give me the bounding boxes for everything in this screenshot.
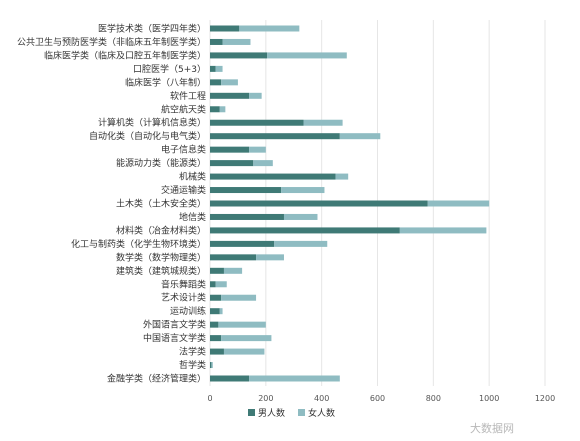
bar-female	[249, 92, 262, 99]
bar-female	[239, 25, 300, 32]
category-label: 口腔医学（5+3）	[133, 63, 206, 75]
category-label: 临床医学类（临床及口腔五年制医学类）	[44, 49, 206, 61]
bar-male	[210, 187, 282, 194]
legend-label: 男人数	[258, 407, 285, 419]
x-tick-label: 200	[258, 394, 273, 403]
bar-male	[210, 321, 219, 328]
category-label: 运动训练	[170, 305, 206, 317]
bar-male	[210, 106, 220, 113]
bar-male	[210, 52, 268, 59]
bar-female	[427, 200, 490, 207]
bar-male	[210, 92, 250, 99]
bar-female	[215, 65, 223, 72]
category-label: 哲学类	[179, 359, 206, 371]
bar-female	[335, 173, 349, 180]
category-label: 建筑类（建筑城规类）	[116, 265, 206, 277]
bar-female	[399, 227, 487, 234]
bar-female	[253, 160, 273, 167]
x-tick-label: 0	[207, 394, 212, 403]
bars	[210, 25, 490, 382]
category-label: 艺术设计类	[161, 292, 206, 304]
bar-female	[211, 362, 213, 369]
category-label: 临床医学（八年制）	[125, 76, 206, 88]
category-label: 土木类（土木安全类）	[116, 198, 206, 210]
x-tick-label: 1200	[535, 394, 555, 403]
bar-male	[210, 254, 257, 261]
bar-male	[210, 308, 220, 315]
bar-male	[210, 348, 224, 355]
watermark-text: 大数据网	[470, 421, 514, 435]
bar-female	[221, 335, 272, 342]
bar-female	[281, 187, 325, 194]
category-label: 电子信息类	[161, 144, 206, 156]
bar-female	[219, 106, 226, 113]
category-label: 交通运输类	[161, 184, 206, 196]
bar-female	[283, 213, 318, 220]
category-label: 软件工程	[170, 90, 206, 102]
category-label: 外国语言文学类	[143, 319, 206, 331]
category-label: 中国语言文学类	[143, 332, 206, 344]
legend-swatch	[298, 409, 305, 416]
category-label: 地信类	[179, 211, 206, 223]
bar-male	[210, 38, 223, 45]
bar-male	[210, 133, 340, 140]
bar-female	[267, 52, 347, 59]
x-tick-label: 800	[426, 394, 441, 403]
category-label: 航空航天类	[161, 103, 206, 115]
category-label: 公共卫生与预防医学类（非临床五年制医学类）	[17, 36, 206, 48]
category-label: 数学类（数学物理类）	[116, 251, 206, 263]
bar-female	[221, 294, 257, 301]
category-label: 能源动力类（能源类）	[116, 157, 206, 169]
category-label: 音乐舞蹈类	[161, 278, 206, 290]
bar-male	[210, 227, 400, 234]
bar-female	[339, 133, 381, 140]
bar-female	[222, 38, 251, 45]
bar-female	[249, 146, 266, 153]
bar-male	[210, 335, 222, 342]
bar-female	[221, 79, 238, 86]
bar-male	[210, 281, 216, 288]
x-tick-labels: 0 200 400 600 800 1000 1200	[207, 394, 555, 403]
bar-male	[210, 146, 250, 153]
category-label: 计算机类（计算机信息类）	[98, 117, 206, 129]
category-label: 机械类	[179, 171, 206, 183]
bar-male	[210, 173, 336, 180]
category-label: 医学技术类（医学四年类）	[98, 23, 206, 35]
bar-male	[210, 375, 250, 382]
category-labels: 医学技术类（医学四年类）公共卫生与预防医学类（非临床五年制医学类）临床医学类（临…	[17, 23, 206, 385]
bar-male	[210, 160, 254, 167]
bar-female	[249, 375, 340, 382]
x-tick-label: 600	[370, 394, 385, 403]
bar-male	[210, 213, 284, 220]
x-tick-label: 400	[314, 394, 329, 403]
bar-female	[219, 308, 223, 315]
watermark: 大数据网	[470, 421, 514, 435]
x-tick-label: 1000	[479, 394, 499, 403]
bar-male	[210, 79, 222, 86]
bar-female	[256, 254, 284, 261]
bar-female	[215, 281, 227, 288]
category-label: 化工与制药类（化学生物环境类）	[71, 238, 206, 250]
bar-female	[218, 321, 266, 328]
bar-male	[210, 65, 216, 72]
bar-male	[210, 240, 275, 247]
legend-swatch	[248, 409, 255, 416]
category-label: 法学类	[179, 346, 206, 358]
bar-male	[210, 362, 212, 369]
bar-female	[223, 348, 265, 355]
bar-male	[210, 25, 240, 32]
category-label: 自动化类（自动化与电气类）	[89, 130, 206, 142]
bar-male	[210, 200, 428, 207]
bar-male	[210, 267, 224, 274]
bar-male	[210, 294, 222, 301]
bar-female	[303, 119, 343, 126]
category-label: 材料类（冶金材料类）	[116, 224, 206, 236]
bar-female	[223, 267, 243, 274]
bar-male	[210, 119, 304, 126]
bar-female	[274, 240, 328, 247]
legend: 男人数 女人数	[248, 407, 335, 419]
legend-label: 女人数	[308, 407, 335, 419]
category-label: 金融学类（经济管理类）	[107, 373, 206, 385]
